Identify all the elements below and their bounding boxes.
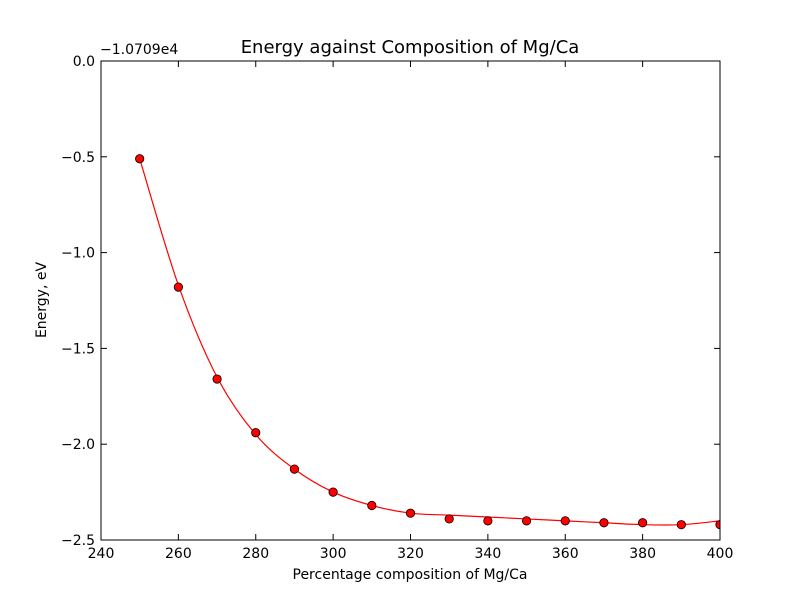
- data-point: [599, 518, 609, 528]
- y-tick-label: −2.5: [61, 533, 95, 549]
- y-offset-label: −1.0709e4: [100, 42, 178, 58]
- data-point: [444, 514, 454, 524]
- x-axis-label: Percentage composition of Mg/Ca: [293, 567, 528, 583]
- x-tick-label: 260: [165, 546, 192, 562]
- x-tick-label: 340: [475, 546, 502, 562]
- data-point: [560, 516, 570, 526]
- data-point: [483, 516, 493, 526]
- data-point: [212, 374, 222, 384]
- data-point: [289, 464, 300, 474]
- data-point: [638, 518, 648, 528]
- x-tick-label: 360: [552, 546, 579, 562]
- y-tick-label: −1.0: [61, 246, 95, 262]
- data-point: [405, 508, 416, 518]
- x-tick-label: 240: [88, 546, 115, 562]
- y-tick-label: −0.5: [61, 150, 95, 166]
- data-point: [367, 500, 377, 511]
- x-tick-label: 380: [629, 546, 656, 562]
- x-tick-label: 300: [320, 546, 347, 562]
- y-tick-label: −1.5: [61, 341, 95, 357]
- plot-area: 240 260 280 300 320 340 360 380 400 0.0 −0.5 −1.0 −1…: [61, 54, 733, 562]
- data-point: [173, 282, 183, 292]
- x-tick-label: 280: [242, 546, 269, 562]
- data-point: [521, 516, 532, 526]
- data-point: [676, 520, 686, 530]
- data-point: [251, 428, 261, 438]
- x-tick-label: 400: [707, 546, 734, 562]
- y-tick-label: 0.0: [73, 54, 95, 70]
- y-axis-label: Energy, eV: [34, 262, 50, 339]
- data-point: [328, 487, 338, 497]
- axes-frame: [100, 60, 721, 541]
- x-tick-label: 320: [397, 546, 424, 562]
- y-tick-label: −2.0: [61, 437, 95, 453]
- chart-title: Energy against Composition of Mg/Ca: [241, 37, 580, 58]
- data-point: [135, 154, 145, 164]
